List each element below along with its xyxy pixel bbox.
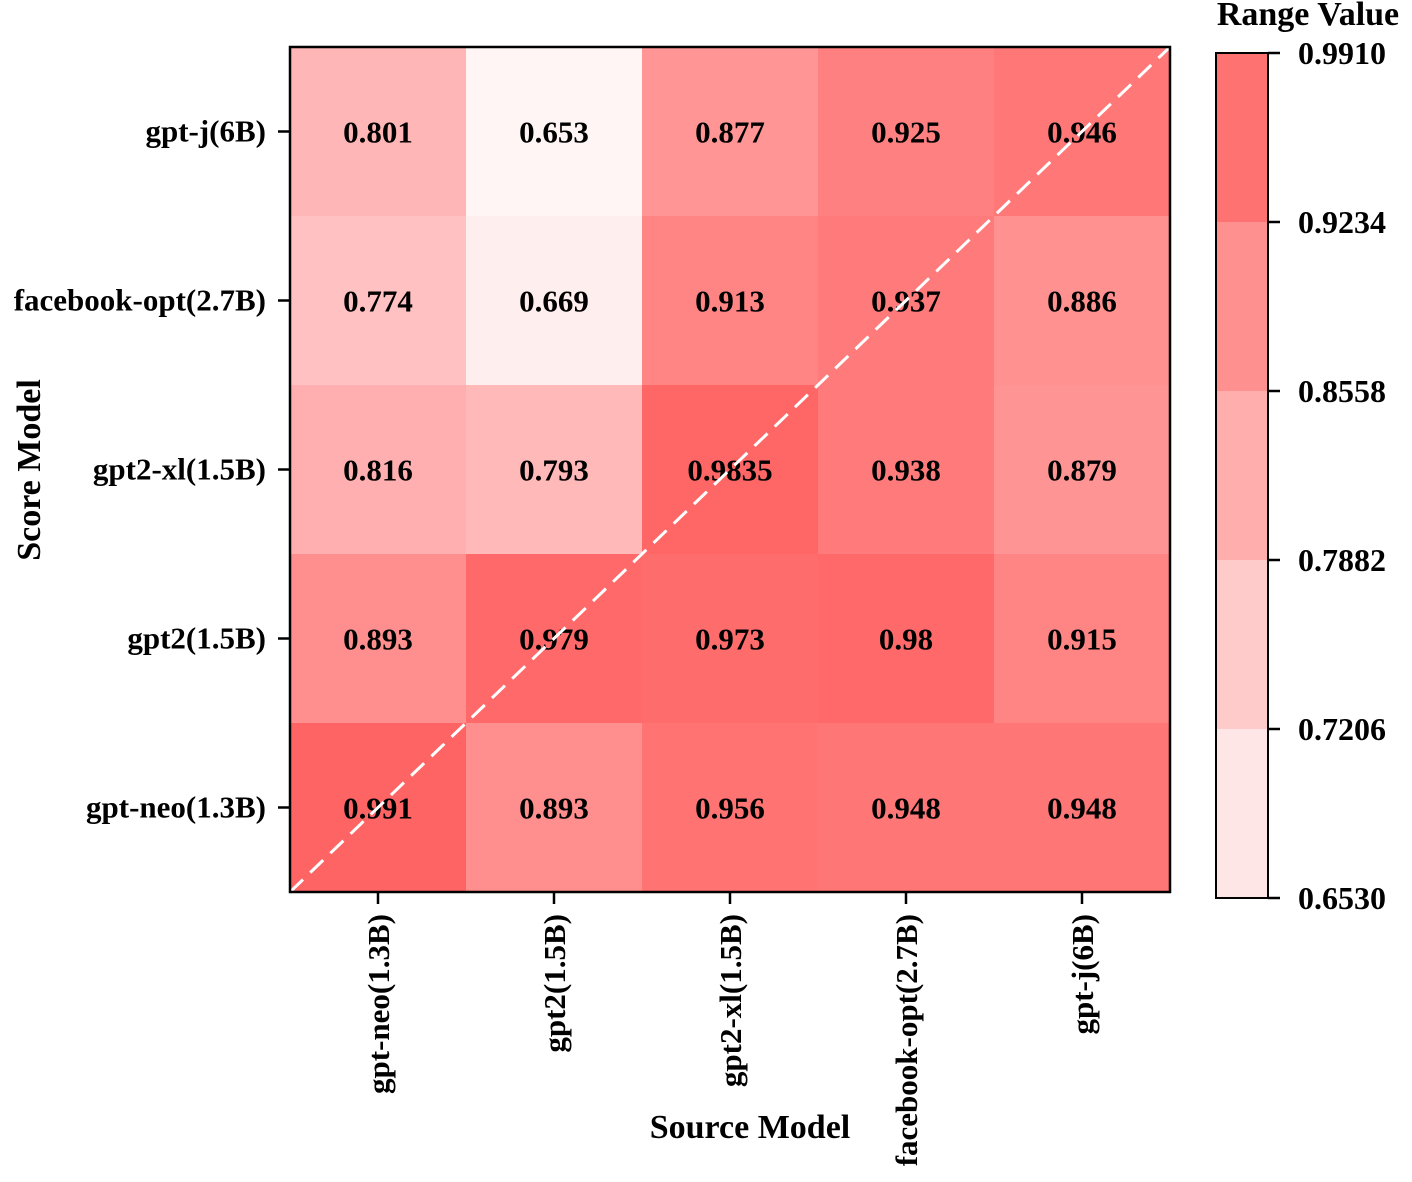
- colorbar-band: [1216, 729, 1268, 899]
- colorbar-band: [1216, 53, 1268, 223]
- heatmap-cell: [290, 216, 467, 386]
- heatmap-cell: [466, 723, 643, 893]
- heatmap-cell: [642, 47, 819, 217]
- colorbar-tick-label: 0.7206: [1298, 711, 1386, 747]
- heatmap-cell: [642, 554, 819, 724]
- cell-value-label: 0.816: [343, 453, 413, 488]
- y-tick-label: gpt2-xl(1.5B): [93, 452, 266, 487]
- y-tick-label: gpt-neo(1.3B): [86, 790, 266, 825]
- heatmap-cell: [642, 723, 819, 893]
- y-axis-title: Score Model: [11, 379, 48, 561]
- colorbar-band: [1216, 222, 1268, 392]
- cell-value-label: 0.774: [343, 284, 413, 319]
- heatmap-cell: [290, 385, 467, 555]
- x-tick-label: facebook-opt(2.7B): [889, 914, 924, 1166]
- cell-value-label: 0.948: [1047, 791, 1117, 826]
- cell-value-label: 0.956: [695, 791, 765, 826]
- heatmap-cells: [290, 47, 1171, 893]
- colorbar-tick-label: 0.9234: [1298, 204, 1386, 240]
- heatmap-cell-labels: 0.8010.6530.8770.9250.9460.7740.6690.913…: [343, 115, 1117, 826]
- heatmap-cell: [818, 385, 995, 555]
- heatmap-cell: [290, 47, 467, 217]
- x-axis-title: Source Model: [650, 1109, 851, 1146]
- heatmap-cell: [466, 47, 643, 217]
- cell-value-label: 0.913: [695, 284, 765, 319]
- y-tick-label: gpt-j(6B): [145, 114, 266, 149]
- heatmap-cell: [818, 554, 995, 724]
- cell-value-label: 0.925: [871, 115, 941, 150]
- heatmap-cell: [994, 554, 1171, 724]
- y-axis: gpt-j(6B) facebook-opt(2.7B) gpt2-xl(1.5B)…: [14, 114, 290, 825]
- x-tick-label: gpt-neo(1.3B): [361, 914, 396, 1094]
- cell-value-label: 0.948: [871, 791, 941, 826]
- cell-value-label: 0.653: [519, 115, 589, 150]
- y-tick-label: facebook-opt(2.7B): [14, 283, 266, 318]
- cell-value-label: 0.793: [519, 453, 589, 488]
- colorbar-band: [1216, 560, 1268, 730]
- heatmap-cell: [466, 385, 643, 555]
- cell-value-label: 0.973: [695, 622, 765, 657]
- x-tick-label: gpt2-xl(1.5B): [713, 914, 748, 1087]
- heatmap-cell: [466, 216, 643, 386]
- cell-value-label: 0.877: [695, 115, 765, 150]
- colorbar-frame: [1215, 52, 1269, 899]
- cell-value-label: 0.9835: [687, 453, 772, 488]
- colorbar-tick-label: 0.6530: [1298, 880, 1386, 916]
- colorbar-band: [1216, 391, 1268, 561]
- colorbar-tick-label: 0.7882: [1298, 542, 1386, 578]
- cell-value-label: 0.915: [1047, 622, 1117, 657]
- y-tick-label: gpt2(1.5B): [127, 621, 266, 656]
- x-tick-label: gpt-j(6B): [1065, 914, 1100, 1035]
- x-tick-label: gpt2(1.5B): [537, 914, 572, 1053]
- colorbar-tick-label: 0.8558: [1298, 373, 1386, 409]
- colorbar: 0.9910 0.9234 0.8558 0.7882 0.7206 0.6530: [1215, 35, 1386, 916]
- diagonal-reference-line: [288, 45, 1172, 894]
- x-axis: gpt-neo(1.3B) gpt2(1.5B) gpt2-xl(1.5B) face…: [361, 892, 1100, 1166]
- cell-value-label: 0.801: [343, 115, 413, 150]
- heatmap-cell: [642, 385, 819, 555]
- cell-value-label: 0.98: [879, 622, 933, 657]
- heatmap-cell: [818, 723, 995, 893]
- heatmap-cell: [994, 385, 1171, 555]
- heatmap-cell: [818, 47, 995, 217]
- cell-value-label: 0.893: [519, 791, 589, 826]
- colorbar-tick-label: 0.9910: [1298, 35, 1386, 71]
- heatmap-cell: [290, 554, 467, 724]
- cell-value-label: 0.893: [343, 622, 413, 657]
- heatmap-cell: [994, 216, 1171, 386]
- cell-value-label: 0.886: [1047, 284, 1117, 319]
- heatmap-cell: [994, 723, 1171, 893]
- colorbar-title: Range Value: [1217, 0, 1399, 33]
- heatmap-cell: [642, 216, 819, 386]
- cell-value-label: 0.879: [1047, 453, 1117, 488]
- cell-value-label: 0.669: [519, 284, 589, 319]
- cell-value-label: 0.938: [871, 453, 941, 488]
